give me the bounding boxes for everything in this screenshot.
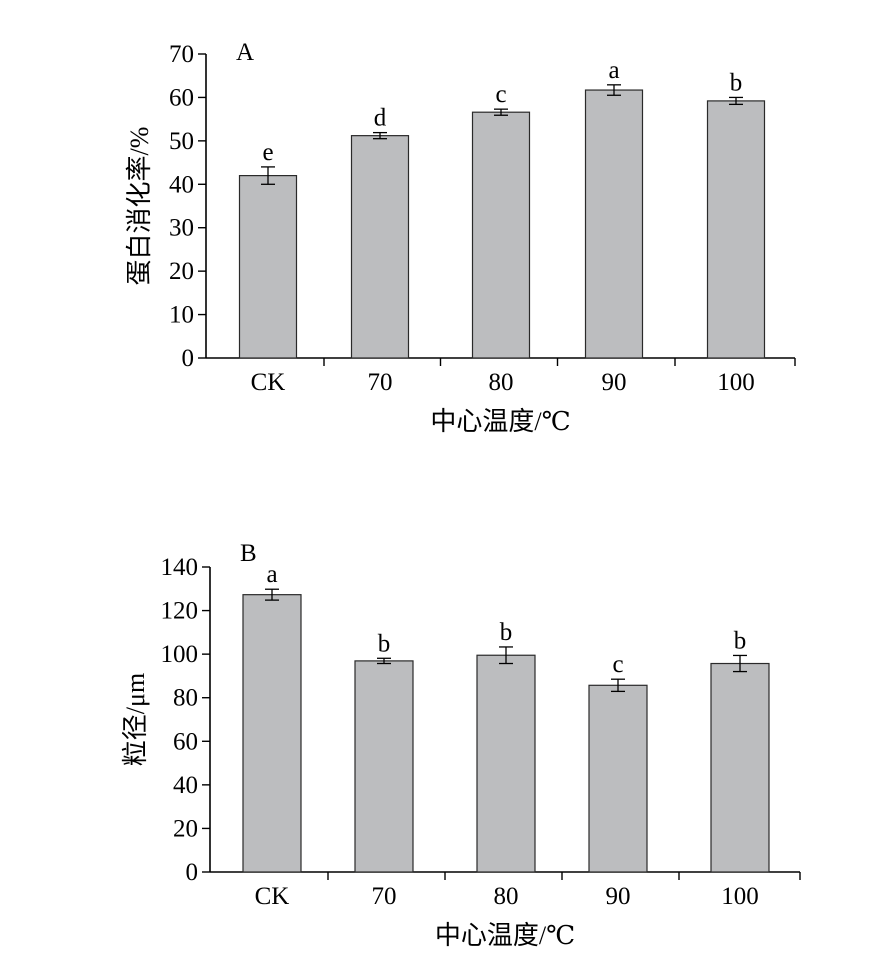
significance-label: c xyxy=(495,81,506,108)
y-tick-label: 30 xyxy=(169,215,194,242)
bar xyxy=(471,111,531,359)
bar xyxy=(350,135,410,359)
x-axis-title: 中心温度/℃ xyxy=(430,407,570,436)
y-tick-label: 80 xyxy=(173,685,198,712)
panel-a-protein-digestibility-chart: 0 10 20 30 40 50 60 70 e CK d 70 c 80 a 90 b 100 中心温度/℃ 蛋白消… xyxy=(125,39,796,436)
panel-label: B xyxy=(240,540,257,567)
y-tick-label: 0 xyxy=(186,859,199,886)
significance-label: b xyxy=(378,630,391,657)
y-tick-label: 100 xyxy=(161,641,199,668)
y-tick-label: 140 xyxy=(161,554,199,581)
bar xyxy=(588,684,648,873)
y-tick-label: 40 xyxy=(169,171,194,198)
y-tick-label: 60 xyxy=(169,84,194,111)
panel-b-particle-size-chart: 0 20 40 60 80 100 120 140 a CK b 70 b 80 c 90 b 100 中心温度/℃… xyxy=(121,540,801,950)
x-axis-title: 中心温度/℃ xyxy=(435,921,575,950)
bar xyxy=(706,100,766,359)
bar xyxy=(242,594,302,873)
significance-label: e xyxy=(262,139,273,166)
bar xyxy=(710,662,770,873)
y-tick-label: 120 xyxy=(161,598,199,625)
bar xyxy=(354,660,414,873)
y-tick-label: 50 xyxy=(169,128,194,155)
x-tick-label: CK xyxy=(255,883,290,910)
significance-label: a xyxy=(266,561,277,588)
bar xyxy=(476,654,536,873)
bar xyxy=(584,89,644,359)
x-tick-label: 70 xyxy=(368,369,393,396)
x-tick-label: 80 xyxy=(489,369,514,396)
y-tick-label: 0 xyxy=(182,345,195,372)
y-tick-label: 20 xyxy=(173,815,198,842)
significance-label: d xyxy=(374,105,387,132)
significance-label: b xyxy=(734,627,747,654)
y-tick-label: 20 xyxy=(169,258,194,285)
x-tick-label: CK xyxy=(251,369,286,396)
x-tick-label: 100 xyxy=(717,369,755,396)
bar xyxy=(238,175,298,359)
significance-label: b xyxy=(500,619,513,646)
y-axis-title: 粒径/μm xyxy=(121,673,150,766)
y-tick-label: 40 xyxy=(173,772,198,799)
x-tick-label: 70 xyxy=(372,883,397,910)
significance-label: c xyxy=(612,651,623,678)
y-axis-title: 蛋白消化率/% xyxy=(125,127,154,286)
x-tick-label: 100 xyxy=(721,883,759,910)
x-tick-label: 90 xyxy=(606,883,631,910)
y-tick-label: 60 xyxy=(173,728,198,755)
significance-label: b xyxy=(730,69,743,96)
panel-label: A xyxy=(236,39,254,66)
x-tick-label: 90 xyxy=(602,369,627,396)
x-tick-label: 80 xyxy=(494,883,519,910)
y-tick-label: 10 xyxy=(169,302,194,329)
significance-label: a xyxy=(608,57,619,84)
y-tick-label: 70 xyxy=(169,41,194,68)
